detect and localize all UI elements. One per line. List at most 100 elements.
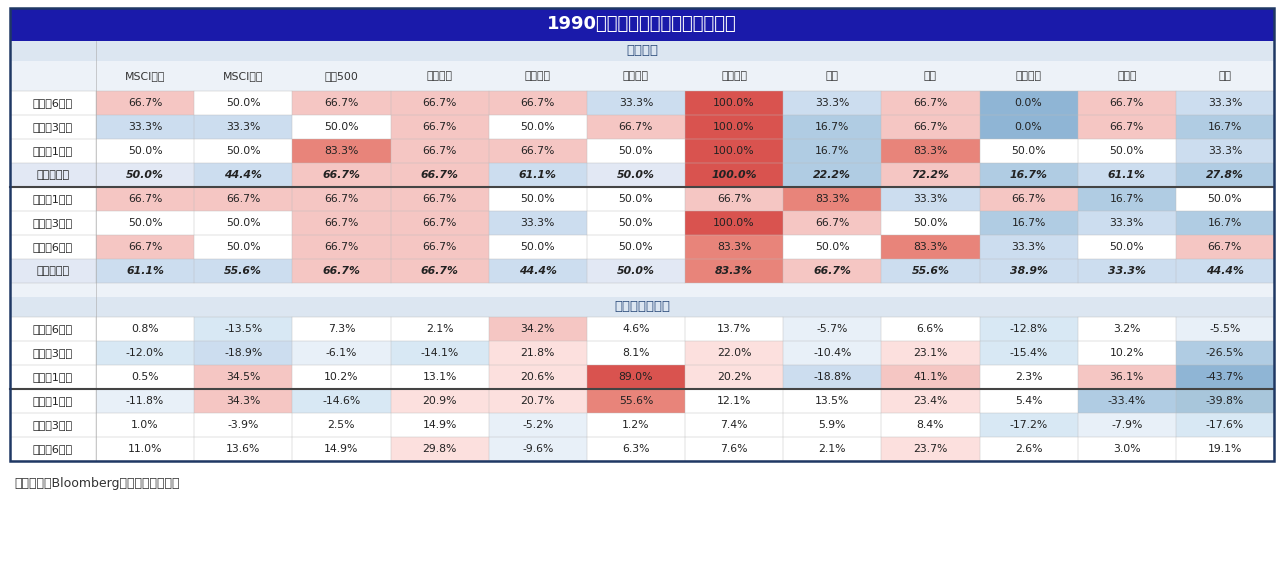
Text: 1.2%: 1.2% xyxy=(623,420,650,430)
Text: 16.7%: 16.7% xyxy=(1208,218,1242,228)
Text: 33.3%: 33.3% xyxy=(1108,266,1145,276)
Text: 29.8%: 29.8% xyxy=(422,444,457,454)
Text: -13.5%: -13.5% xyxy=(225,324,262,334)
Text: -14.6%: -14.6% xyxy=(322,396,361,406)
Bar xyxy=(96,317,194,341)
Text: 0.5%: 0.5% xyxy=(131,372,159,382)
Bar xyxy=(980,91,1077,115)
Text: -12.8%: -12.8% xyxy=(1009,324,1048,334)
Text: -9.6%: -9.6% xyxy=(523,444,553,454)
Text: 降息后6个月: 降息后6个月 xyxy=(33,444,73,454)
Bar xyxy=(10,317,96,341)
Text: 0.0%: 0.0% xyxy=(1014,98,1043,108)
Text: 降息后平均: 降息后平均 xyxy=(36,266,69,276)
Bar xyxy=(10,259,96,283)
Bar xyxy=(390,437,489,461)
Text: -17.6%: -17.6% xyxy=(1206,420,1244,430)
Bar xyxy=(390,139,489,163)
Bar xyxy=(980,389,1077,413)
Bar xyxy=(980,187,1077,211)
Text: 83.3%: 83.3% xyxy=(716,242,751,252)
Text: 66.7%: 66.7% xyxy=(421,266,458,276)
Bar xyxy=(587,437,684,461)
Text: 72.2%: 72.2% xyxy=(912,170,949,180)
Text: 66.7%: 66.7% xyxy=(128,242,162,252)
Text: 20.9%: 20.9% xyxy=(422,396,457,406)
Text: 4.6%: 4.6% xyxy=(623,324,650,334)
Text: 降息前平均: 降息前平均 xyxy=(36,170,69,180)
Text: 10.2%: 10.2% xyxy=(324,372,358,382)
Bar xyxy=(194,211,293,235)
Bar xyxy=(194,437,293,461)
Bar xyxy=(587,389,684,413)
Bar xyxy=(1077,187,1176,211)
Text: 3.2%: 3.2% xyxy=(1113,324,1140,334)
Bar xyxy=(489,139,587,163)
Bar xyxy=(96,139,194,163)
Text: 89.0%: 89.0% xyxy=(619,372,654,382)
Text: 降息后3个月: 降息后3个月 xyxy=(33,420,73,430)
Bar xyxy=(587,235,684,259)
Bar xyxy=(96,437,194,461)
Text: 66.7%: 66.7% xyxy=(422,242,457,252)
Text: 38.9%: 38.9% xyxy=(1009,266,1048,276)
Bar xyxy=(783,139,881,163)
Bar xyxy=(194,139,293,163)
Text: 16.7%: 16.7% xyxy=(1109,194,1144,204)
Text: 83.3%: 83.3% xyxy=(715,266,752,276)
Bar xyxy=(1176,235,1274,259)
Text: 66.7%: 66.7% xyxy=(422,218,457,228)
Text: -43.7%: -43.7% xyxy=(1206,372,1244,382)
Bar xyxy=(783,259,881,283)
Bar xyxy=(1077,389,1176,413)
Text: 33.3%: 33.3% xyxy=(1012,242,1045,252)
Bar xyxy=(293,259,390,283)
Text: 83.3%: 83.3% xyxy=(913,242,948,252)
Text: 11.0%: 11.0% xyxy=(128,444,162,454)
Bar xyxy=(96,341,194,365)
Text: 44.4%: 44.4% xyxy=(519,266,557,276)
Text: 6.3%: 6.3% xyxy=(623,444,650,454)
Bar xyxy=(10,8,1274,461)
Text: 降息后6个月: 降息后6个月 xyxy=(33,242,73,252)
Text: 66.7%: 66.7% xyxy=(913,122,948,132)
Text: 14.9%: 14.9% xyxy=(422,420,457,430)
Text: 2.1%: 2.1% xyxy=(426,324,453,334)
Bar xyxy=(783,211,881,235)
Text: 20.7%: 20.7% xyxy=(520,396,555,406)
Bar xyxy=(881,235,980,259)
Bar xyxy=(293,163,390,187)
Bar xyxy=(293,187,390,211)
Bar xyxy=(1077,413,1176,437)
Text: 1990年以来降息周期大类资产表现: 1990年以来降息周期大类资产表现 xyxy=(547,16,737,34)
Text: 16.7%: 16.7% xyxy=(1012,218,1045,228)
Text: 10.2%: 10.2% xyxy=(1109,348,1144,358)
Text: 55.6%: 55.6% xyxy=(225,266,262,276)
Text: 33.3%: 33.3% xyxy=(619,98,654,108)
Text: -7.9%: -7.9% xyxy=(1111,420,1143,430)
Bar xyxy=(489,259,587,283)
Text: 66.7%: 66.7% xyxy=(813,266,851,276)
Bar xyxy=(390,163,489,187)
Text: 原油: 原油 xyxy=(1219,71,1231,81)
Bar xyxy=(489,235,587,259)
Bar xyxy=(489,163,587,187)
Text: 27.8%: 27.8% xyxy=(1206,170,1244,180)
Bar xyxy=(1176,413,1274,437)
Bar xyxy=(1176,365,1274,389)
Text: 33.3%: 33.3% xyxy=(1208,146,1242,156)
Text: 34.2%: 34.2% xyxy=(520,324,555,334)
Text: 50.0%: 50.0% xyxy=(913,218,948,228)
Bar xyxy=(390,211,489,235)
Bar xyxy=(489,211,587,235)
Bar xyxy=(587,259,684,283)
Text: 16.7%: 16.7% xyxy=(815,146,850,156)
Text: -39.8%: -39.8% xyxy=(1206,396,1244,406)
Bar xyxy=(980,341,1077,365)
Bar xyxy=(293,413,390,437)
Text: 66.7%: 66.7% xyxy=(1012,194,1045,204)
Text: 工业金属: 工业金属 xyxy=(1016,71,1041,81)
Text: 50.0%: 50.0% xyxy=(618,170,655,180)
Bar xyxy=(1176,91,1274,115)
Bar xyxy=(390,413,489,437)
